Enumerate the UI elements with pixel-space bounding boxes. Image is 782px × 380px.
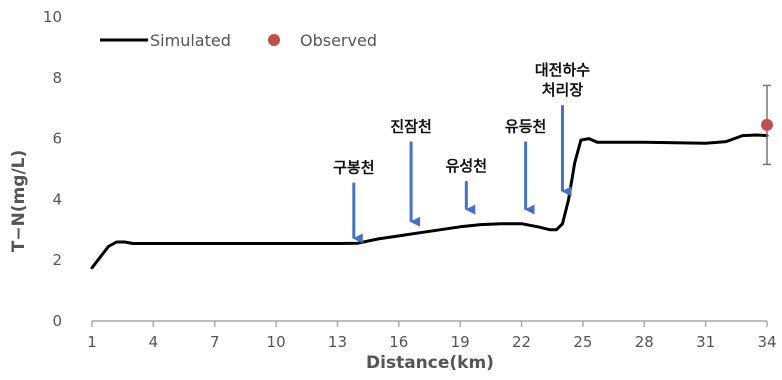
x-tick-label: 16 <box>389 333 408 351</box>
y-tick-label: 4 <box>52 190 62 208</box>
x-axis-ticks: 1 4 7 10 13 16 19 22 25 28 31 34 <box>87 321 777 351</box>
legend: Simulated Observed <box>100 31 377 50</box>
y-tick-label: 8 <box>52 69 62 87</box>
x-tick-label: 7 <box>210 333 220 351</box>
x-tick-label: 4 <box>149 333 159 351</box>
x-tick-label: 22 <box>512 333 531 351</box>
annotation-label: 대전하수 <box>535 61 590 79</box>
x-axis-title: Distance(km) <box>366 353 494 373</box>
x-tick-label: 25 <box>573 333 592 351</box>
observed-point <box>761 118 773 131</box>
legend-label-simulated: Simulated <box>150 31 231 50</box>
y-tick-label: 2 <box>52 251 62 269</box>
y-tick-label: 0 <box>52 312 62 330</box>
x-tick-label: 31 <box>696 333 715 351</box>
x-tick-label: 19 <box>451 333 470 351</box>
y-axis-title: T−N(mg/L) <box>9 150 29 253</box>
y-axis-ticks: 0 2 4 6 8 10 <box>43 8 62 330</box>
annotation-label: 유등천 <box>505 118 546 136</box>
y-tick-label: 10 <box>43 8 62 26</box>
series-layer <box>90 84 773 270</box>
annotation-label: 처리장 <box>542 81 584 99</box>
x-tick-label: 28 <box>635 333 654 351</box>
x-tick-label: 34 <box>757 333 776 351</box>
legend-swatch-observed <box>268 34 280 46</box>
y-tick-label: 6 <box>52 130 62 148</box>
series-line-simulated <box>90 133 769 270</box>
annotation-label: 진잠천 <box>390 118 431 136</box>
legend-label-observed: Observed <box>300 31 377 50</box>
x-tick-label: 10 <box>267 333 286 351</box>
x-tick-label: 1 <box>87 333 97 351</box>
annotation-label: 유성천 <box>446 157 487 175</box>
annotation-label: 구봉천 <box>333 159 374 177</box>
x-tick-label: 13 <box>328 333 347 351</box>
